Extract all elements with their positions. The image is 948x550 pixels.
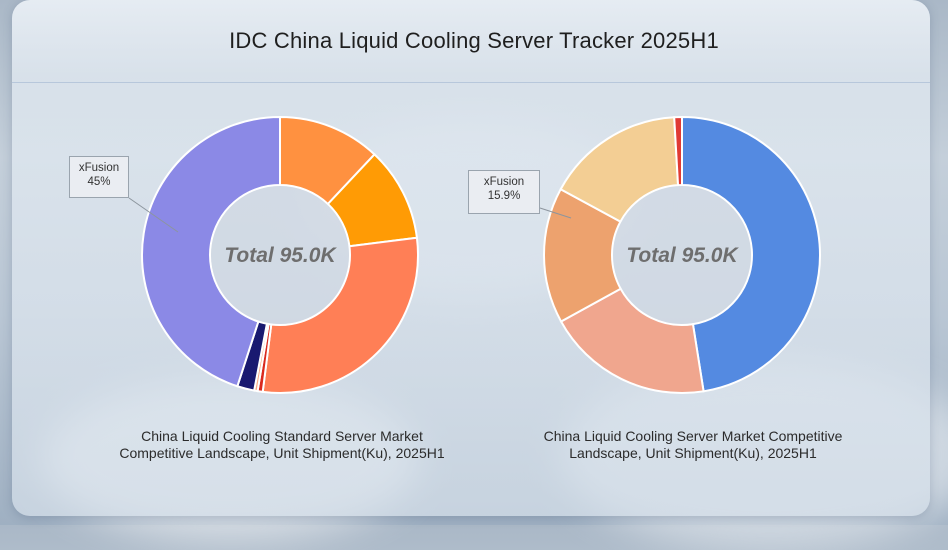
- right-chart-caption: China Liquid Cooling Server Market Compe…: [503, 428, 883, 462]
- annotation-value: 15.9%: [487, 190, 521, 202]
- annotation-name: xFusion: [78, 162, 120, 174]
- donut-center-label: Total 95.0K: [224, 244, 337, 267]
- donut-center-label: Total 95.0K: [626, 244, 739, 267]
- donut-slice: [681, 115, 821, 393]
- donut-hole: [613, 186, 751, 324]
- annotation-xfusion-left: xFusion 45%: [69, 156, 129, 198]
- caption-line: Landscape, Unit Shipment(Ku), 2025H1: [569, 445, 817, 461]
- charts-canvas: Total 95.0K Total 95.0K: [128, 115, 821, 394]
- annotation-value: 45%: [87, 176, 111, 188]
- caption-line: China Liquid Cooling Server Market Compe…: [543, 428, 843, 444]
- left-chart-caption: China Liquid Cooling Standard Server Mar…: [92, 428, 472, 462]
- page-title: IDC China Liquid Cooling Server Tracker …: [229, 28, 719, 53]
- annotation-leader-line: [539, 207, 572, 219]
- donut-chart: Total 95.0K: [128, 115, 419, 394]
- annotation-xfusion-right: xFusion 15.9%: [468, 170, 540, 214]
- donut-slice: [261, 236, 419, 394]
- donut-slice: [559, 287, 705, 394]
- donut-chart: Total 95.0K: [539, 115, 821, 394]
- donut-slice: [141, 115, 281, 388]
- donut-hole: [211, 186, 349, 324]
- annotation-leader-line: [128, 197, 179, 233]
- caption-line: Competitive Landscape, Unit Shipment(Ku)…: [119, 445, 445, 461]
- donut-slice: [673, 115, 683, 187]
- title-bar: [12, 0, 930, 83]
- annotation-name: xFusion: [483, 176, 525, 188]
- caption-line: China Liquid Cooling Standard Server Mar…: [141, 428, 423, 444]
